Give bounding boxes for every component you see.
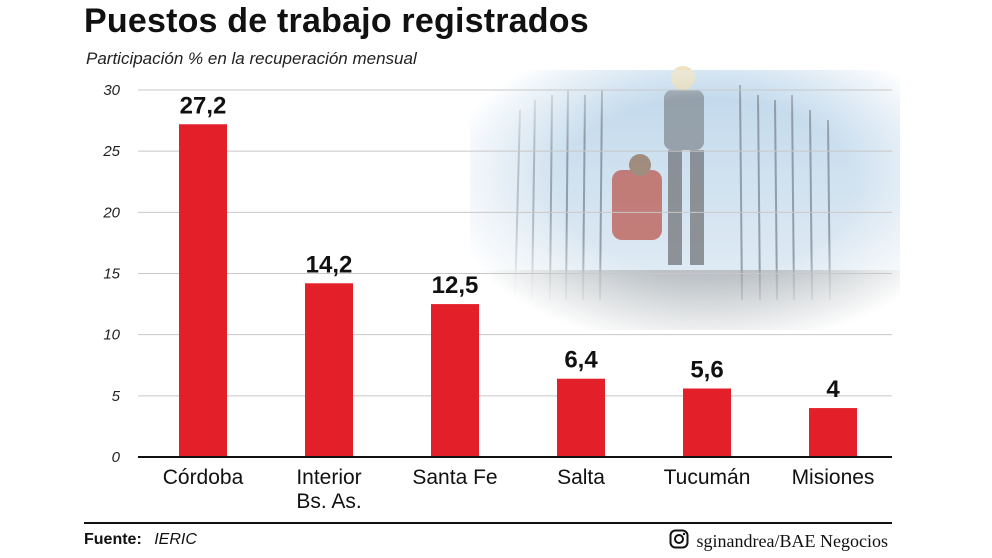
category-label: Córdoba <box>163 466 244 489</box>
value-label: 14,2 <box>306 251 353 278</box>
source-value: IERIC <box>154 531 197 548</box>
category-label: Misiones <box>792 466 875 489</box>
value-label: 5,6 <box>690 356 723 383</box>
bar-chart: 0 5 10 15 20 25 30 27,2 14,2 12,5 6,4 5,6 4 Córdoba… <box>102 66 900 513</box>
source-note: Fuente: IERIC <box>84 531 197 549</box>
y-tick-label: 30 <box>103 82 120 99</box>
value-label: 12,5 <box>432 272 479 299</box>
credit-text: sginandrea/BAE Negocios <box>696 531 888 551</box>
bar <box>431 304 479 457</box>
instagram-icon <box>669 529 689 554</box>
y-tick-label: 10 <box>103 327 120 344</box>
category-label: Bs. As. <box>296 490 361 513</box>
construction-workers-photo <box>470 66 900 330</box>
y-tick-labels: 0 5 10 15 20 25 30 <box>102 82 120 466</box>
y-tick-label: 0 <box>112 449 121 466</box>
value-label: 27,2 <box>180 92 227 119</box>
y-tick-label: 5 <box>112 388 121 405</box>
bar <box>683 388 731 457</box>
source-label: Fuente: <box>84 531 142 548</box>
value-label: 4 <box>826 376 840 403</box>
y-gridlines <box>138 89 892 397</box>
y-tick-label: 15 <box>103 266 120 283</box>
y-tick-label: 25 <box>102 143 120 160</box>
category-label: Tucumán <box>664 466 751 489</box>
bar <box>809 408 857 457</box>
chart-subtitle: Participación % en la recuperación mensu… <box>86 49 417 68</box>
category-label: Interior <box>296 466 361 489</box>
category-label: Salta <box>557 466 605 489</box>
chart-title: Puestos de trabajo registrados <box>84 2 589 40</box>
category-label: Santa Fe <box>412 466 497 489</box>
value-labels: 27,2 14,2 12,5 6,4 5,6 4 <box>180 92 841 403</box>
bar <box>179 124 227 458</box>
footer-divider <box>84 522 892 524</box>
y-tick-label: 20 <box>102 204 120 221</box>
bar <box>305 283 353 457</box>
credit: sginandrea/BAE Negocios <box>669 529 888 554</box>
bar <box>557 378 605 457</box>
bars <box>179 124 857 458</box>
value-label: 6,4 <box>564 347 598 374</box>
